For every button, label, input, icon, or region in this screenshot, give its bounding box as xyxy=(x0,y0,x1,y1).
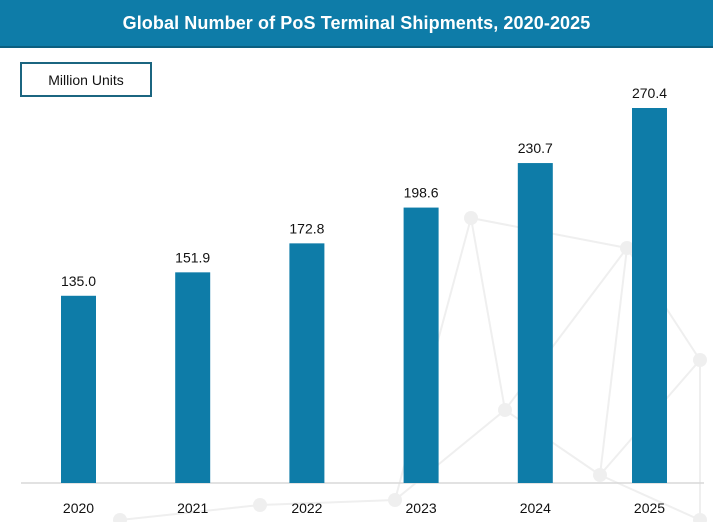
value-label-2020: 135.0 xyxy=(61,273,96,289)
x-tick-label-2021: 2021 xyxy=(177,500,208,516)
network-line xyxy=(119,504,261,521)
value-label-2024: 230.7 xyxy=(518,140,553,156)
network-node xyxy=(693,513,707,522)
chart-title: Global Number of PoS Terminal Shipments,… xyxy=(122,12,591,33)
chart-title-banner: Global Number of PoS Terminal Shipments,… xyxy=(0,0,713,48)
bar-2025 xyxy=(632,108,667,483)
unit-label-box: Million Units xyxy=(20,62,152,97)
network-line xyxy=(599,247,628,476)
value-labels-group: 135.0 151.9 172.8 198.6 230.7 270.4 xyxy=(61,85,667,289)
bar-2023 xyxy=(403,207,439,483)
x-tick-label-2024: 2024 xyxy=(520,500,551,516)
x-tick-label-2025: 2025 xyxy=(634,500,665,516)
unit-label: Million Units xyxy=(48,71,124,88)
bar-2021 xyxy=(175,272,211,483)
x-tick-label-2023: 2023 xyxy=(406,500,437,516)
network-node xyxy=(498,403,512,417)
network-node xyxy=(253,498,267,512)
bars-group xyxy=(61,108,667,484)
bar-2024 xyxy=(517,163,553,484)
network-node xyxy=(620,241,634,255)
value-label-2022: 172.8 xyxy=(289,220,324,236)
network-node xyxy=(464,211,478,225)
x-tick-label-2022: 2022 xyxy=(291,500,322,516)
bar-2022 xyxy=(289,243,325,483)
network-node xyxy=(693,353,707,367)
network-line xyxy=(470,217,506,411)
network-node xyxy=(113,513,127,522)
x-tick-label-2020: 2020 xyxy=(63,500,94,516)
bar-2020 xyxy=(61,295,96,483)
value-label-2023: 198.6 xyxy=(404,185,439,201)
network-line xyxy=(259,499,396,506)
value-label-2021: 151.9 xyxy=(175,249,210,265)
network-line xyxy=(394,409,506,501)
value-label-2025: 270.4 xyxy=(632,85,667,101)
network-node xyxy=(593,468,607,482)
network-node xyxy=(388,493,402,507)
x-tick-labels-group: 2020 2021 2022 2023 2024 2025 xyxy=(63,500,665,516)
